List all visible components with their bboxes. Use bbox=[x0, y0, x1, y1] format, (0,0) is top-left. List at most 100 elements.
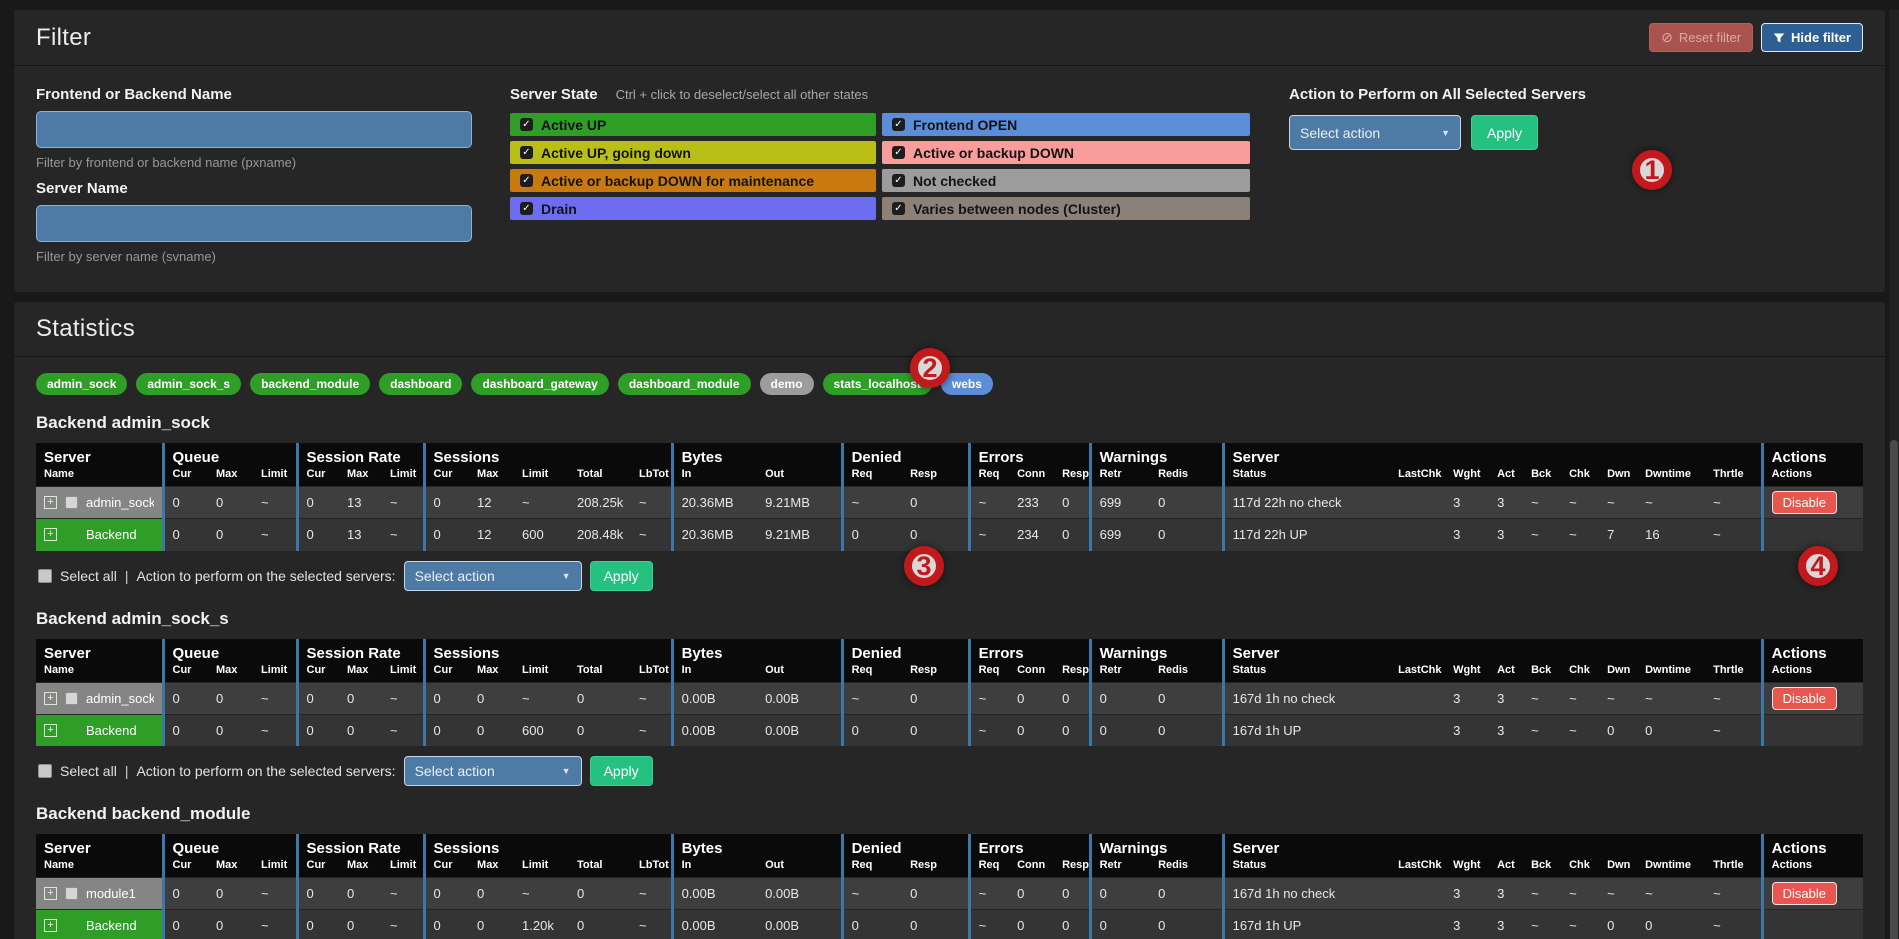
backend-badge-demo[interactable]: demo bbox=[759, 373, 814, 395]
expand-icon[interactable]: + bbox=[44, 496, 57, 509]
stat-cell: 0 bbox=[208, 486, 253, 519]
global-action-label: Action to Perform on All Selected Server… bbox=[1289, 86, 1587, 103]
stat-cell: 0 bbox=[902, 486, 970, 519]
stat-cell: 0 bbox=[1009, 877, 1055, 910]
chevron-down-icon: ▼ bbox=[1441, 127, 1450, 138]
stat-cell: 0 bbox=[1054, 877, 1091, 910]
stat-cell: ~ bbox=[631, 518, 673, 551]
state-toggle-not-checked[interactable]: ✓ Not checked bbox=[882, 169, 1250, 192]
select-all-checkbox[interactable] bbox=[38, 764, 52, 778]
column-denied-req: Req bbox=[840, 858, 903, 878]
stat-cell: 0 bbox=[902, 877, 970, 910]
stat-cell: 0 bbox=[1088, 714, 1151, 746]
stat-cell: 0 bbox=[1150, 909, 1224, 939]
column-group-queue: Queue bbox=[161, 443, 298, 467]
row-action-select[interactable]: Select action ▼ bbox=[403, 560, 582, 591]
row-apply-button[interactable]: Apply bbox=[589, 756, 653, 786]
stat-cell: ~ bbox=[514, 877, 570, 910]
stat-cell: 699 bbox=[1088, 486, 1151, 519]
stat-cell: 0 bbox=[422, 518, 470, 551]
stat-cell: 0 bbox=[840, 518, 903, 551]
expand-icon[interactable]: + bbox=[44, 528, 57, 542]
state-toggle-active-up[interactable]: ✓ Active UP bbox=[510, 113, 876, 136]
stat-cell: 20.36MB bbox=[670, 486, 758, 519]
backend-badge-dashboard-gateway[interactable]: dashboard_gateway bbox=[471, 373, 609, 395]
server-name: admin_sock1 bbox=[86, 495, 154, 510]
backend-badge-admin-sock[interactable]: admin_sock bbox=[36, 373, 128, 395]
global-action-select[interactable]: Select action ▼ bbox=[1289, 115, 1461, 150]
disable-button[interactable]: Disable bbox=[1771, 882, 1837, 905]
state-toggle-active-or-backup-down-for-maintenance[interactable]: ✓ Active or backup DOWN for maintenance bbox=[510, 169, 876, 192]
row-action-select[interactable]: Select action ▼ bbox=[403, 756, 582, 786]
filter-panel-header: Filter ⊘ Reset filter Hide filter bbox=[14, 10, 1885, 66]
select-all-checkbox[interactable] bbox=[38, 568, 52, 583]
row-apply-button[interactable]: Apply bbox=[589, 560, 653, 591]
column-group-errors: Errors bbox=[967, 443, 1091, 467]
column-group-server: Server bbox=[36, 638, 163, 663]
server-checkbox[interactable] bbox=[65, 887, 78, 900]
stat-cell: 0 bbox=[161, 486, 208, 519]
expand-icon[interactable]: + bbox=[44, 723, 57, 737]
reset-filter-button[interactable]: ⊘ Reset filter bbox=[1649, 23, 1754, 52]
annotation-badge-1: 1 bbox=[1632, 150, 1672, 190]
stat-cell: 208.25k bbox=[569, 486, 632, 519]
stat-cell: 0 bbox=[339, 682, 383, 714]
expand-icon[interactable]: + bbox=[44, 887, 57, 900]
column-server-name: Name bbox=[36, 858, 163, 878]
state-toggle-varies-between-nodes-cluster[interactable]: ✓ Varies between nodes (Cluster) bbox=[882, 197, 1250, 220]
column-queue-max: Max bbox=[208, 662, 253, 682]
statistics-panel: Statistics admin_sock admin_sock_s backend… bbox=[14, 302, 1885, 939]
stat-cell: 12 bbox=[469, 486, 515, 519]
expand-icon[interactable]: + bbox=[44, 691, 57, 705]
stat-cell: 12 bbox=[469, 518, 515, 551]
state-toggle-active-up-going-down[interactable]: ✓ Active UP, going down bbox=[510, 141, 876, 164]
backend-badge-admin-sock-s[interactable]: admin_sock_s bbox=[136, 373, 242, 395]
stat-cell: 0 bbox=[469, 682, 515, 714]
backend-badge-dashboard[interactable]: dashboard bbox=[379, 373, 463, 395]
pxname-input[interactable] bbox=[36, 111, 472, 148]
checkbox-spacer bbox=[65, 919, 78, 932]
column-sessions-cur: Cur bbox=[422, 662, 470, 682]
scrollbar-thumb[interactable] bbox=[1890, 440, 1898, 939]
column-server-thrtle: Thrtle bbox=[1705, 467, 1763, 487]
column-queue-cur: Cur bbox=[161, 467, 208, 487]
scrollbar-track[interactable] bbox=[1889, 10, 1899, 939]
state-toggle-frontend-open[interactable]: ✓ Frontend OPEN bbox=[882, 113, 1250, 136]
stat-cell: 3 bbox=[1489, 714, 1524, 746]
disable-button[interactable]: Disable bbox=[1771, 491, 1837, 514]
server-checkbox[interactable] bbox=[65, 691, 78, 705]
disable-button[interactable]: Disable bbox=[1771, 686, 1837, 710]
separator: | bbox=[124, 567, 129, 584]
state-toggle-label: Not checked bbox=[913, 172, 997, 189]
backend-badge-dashboard-module[interactable]: dashboard_module bbox=[617, 373, 751, 395]
server-name: Backend bbox=[86, 918, 137, 934]
backend-badge-webs[interactable]: webs bbox=[940, 373, 993, 395]
backend-badges: admin_sock admin_sock_s backend_module dash… bbox=[36, 373, 1863, 395]
stat-cell: 0 bbox=[569, 714, 632, 746]
stat-cell: 0 bbox=[1150, 518, 1224, 551]
column-group-actions: Actions bbox=[1760, 834, 1864, 858]
svname-input[interactable] bbox=[36, 205, 472, 242]
checkbox-spacer bbox=[65, 528, 78, 541]
column-server-status: Status bbox=[1221, 467, 1391, 487]
state-toggle-active-or-backup-down[interactable]: ✓ Active or backup DOWN bbox=[882, 141, 1250, 164]
table-row-backend: + Backend 0 0 ~0 0 ~0 0 1.20k 0 ~0.00B 0.00B 0 0 ~0 0 0 0… bbox=[36, 909, 1864, 939]
stat-cell: 167d 1h no check bbox=[1221, 877, 1391, 910]
stat-cell: 0 bbox=[469, 877, 515, 910]
backend-badge-backend-module[interactable]: backend_module bbox=[250, 373, 371, 395]
column-server-bck: Bck bbox=[1523, 467, 1562, 487]
state-toggle-drain[interactable]: ✓ Drain bbox=[510, 197, 876, 220]
column-server-chk: Chk bbox=[1561, 858, 1600, 878]
expand-icon[interactable]: + bbox=[44, 919, 57, 933]
column-group-bytes: Bytes bbox=[670, 443, 843, 467]
table-row-admin-sock2: +admin_sock200~00~00~0~0.00B0.00B~0~0000… bbox=[36, 682, 1864, 714]
stat-cell: 233 bbox=[1009, 486, 1055, 519]
column-denied-resp: Resp bbox=[902, 467, 970, 487]
hide-filter-button[interactable]: Hide filter bbox=[1761, 23, 1863, 52]
server-checkbox[interactable] bbox=[65, 496, 78, 509]
stat-cell: 0 bbox=[1054, 518, 1091, 551]
backend-badge-stats-localhost[interactable]: stats_localhost bbox=[822, 373, 932, 395]
column-sessions-total: Total bbox=[569, 858, 632, 878]
global-apply-button[interactable]: Apply bbox=[1471, 115, 1539, 150]
column-session-rate-limit: Limit bbox=[382, 858, 425, 878]
